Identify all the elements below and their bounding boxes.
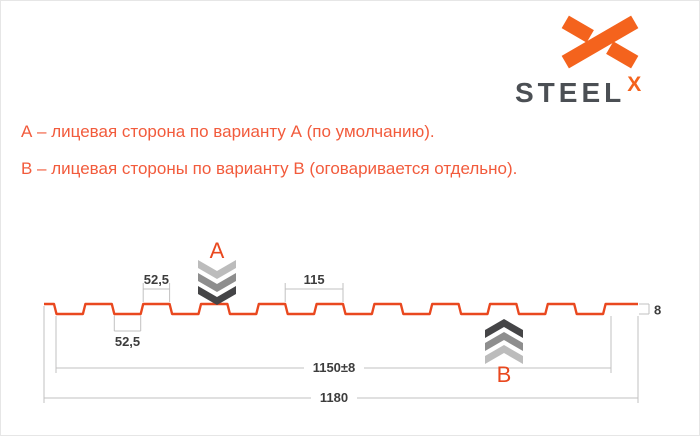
dim-top-flat-lines [142,283,171,302]
dim-pitch-lines [284,283,344,302]
dim-full-width-value: 1180 [320,390,348,405]
dimension-lines [43,283,650,403]
side-a-label: А [210,238,225,263]
logo: STEEL X [506,1,691,116]
steelx-logo-mark-icon [561,15,639,69]
profile-drawing: 52,5 115 52,5 8 1150±8 1180 А В [43,238,661,405]
dim-full-width-backdrop [311,389,357,405]
logo-brand-suffix: X [627,73,642,96]
dim-full-width-lines [43,306,639,403]
dim-bottom-flat-value: 52,5 [115,334,140,349]
dim-pitch-value: 115 [304,272,325,287]
dim-bottom-flat-lines [113,315,142,332]
side-b-label: В [497,362,512,387]
side-b-chevrons-up-icon [485,319,523,364]
logo-brand-text: STEEL [515,77,626,108]
dim-height-value: 8 [654,303,661,318]
dim-top-flat-value: 52,5 [144,272,169,287]
note-variant-a: А – лицевая сторона по варианту А (по ум… [21,122,435,141]
dim-height-lines [639,303,650,315]
profile-line [44,302,638,316]
side-a-chevrons-down-icon [198,260,236,305]
dim-useful-width-value: 1150±8 [313,360,356,375]
logo-wordmark: STEEL X [515,74,641,108]
note-variant-b: В – лицевая стороны по варианту В (огова… [21,159,518,178]
dim-useful-width-backdrop [304,359,364,375]
